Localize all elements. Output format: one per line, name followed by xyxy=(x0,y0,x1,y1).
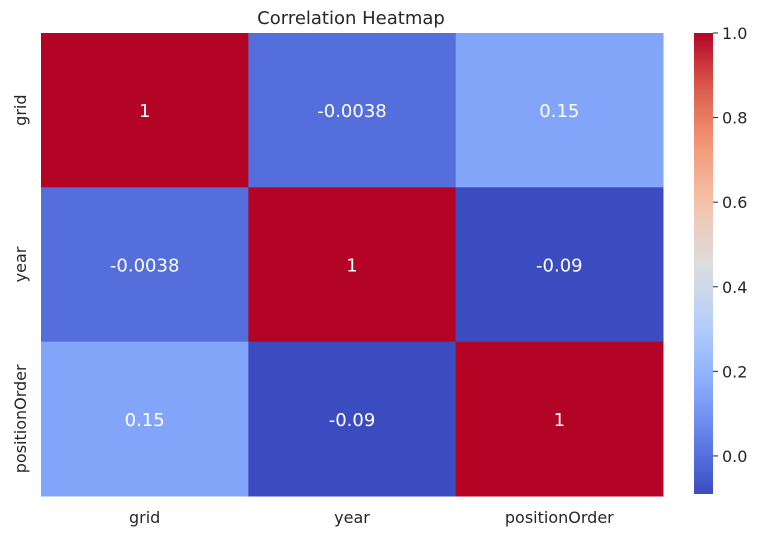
y-tick-label: year xyxy=(11,246,30,282)
colorbar-gradient xyxy=(694,33,713,494)
x-tick-label: positionOrder xyxy=(505,508,614,527)
heatmap-cell xyxy=(41,33,249,188)
cell-value-label: -0.0038 xyxy=(110,255,179,276)
cell-value-label: -0.09 xyxy=(329,410,376,431)
colorbar-tick-label: 0.4 xyxy=(722,278,747,297)
colorbar: 0.0 0.2 0.4 0.6 0.8 1.0 xyxy=(694,24,747,494)
y-axis-tick-labels: grid year positionOrder xyxy=(11,94,30,473)
cell-value-label: 0.15 xyxy=(125,410,165,431)
colorbar-tick-label: 0.0 xyxy=(722,447,747,466)
colorbar-tick-label: 0.6 xyxy=(722,193,747,212)
y-tick-label: positionOrder xyxy=(11,364,30,473)
cell-value-label: -0.0038 xyxy=(317,101,386,122)
heatmap-cell xyxy=(248,187,457,343)
colorbar-tick-label: 0.8 xyxy=(722,109,747,128)
x-tick-label: year xyxy=(334,508,370,527)
heatmap-cells: 1 -0.0038 0.15 -0.0038 1 -0.09 0.15 -0.09 1 xyxy=(41,33,664,497)
heatmap-cell xyxy=(455,341,664,497)
heatmap-cell xyxy=(248,33,457,188)
x-axis-tick-labels: grid year positionOrder xyxy=(129,508,614,527)
cell-value-label: -0.09 xyxy=(536,255,583,276)
colorbar-tick-label: 1.0 xyxy=(722,24,747,43)
cell-value-label: 1 xyxy=(139,101,150,122)
heatmap-cell xyxy=(248,341,457,497)
heatmap-cell xyxy=(41,341,249,497)
cell-value-label: 0.15 xyxy=(539,101,579,122)
chart-title: Correlation Heatmap xyxy=(257,8,445,29)
heatmap-cell xyxy=(41,187,249,343)
y-tick-label: grid xyxy=(11,94,30,125)
cell-value-label: 1 xyxy=(346,255,357,276)
heatmap-cell xyxy=(455,187,664,343)
heatmap-cell xyxy=(455,33,664,188)
x-tick-label: grid xyxy=(129,508,160,527)
colorbar-tick-label: 0.2 xyxy=(722,362,747,381)
cell-value-label: 1 xyxy=(554,410,565,431)
